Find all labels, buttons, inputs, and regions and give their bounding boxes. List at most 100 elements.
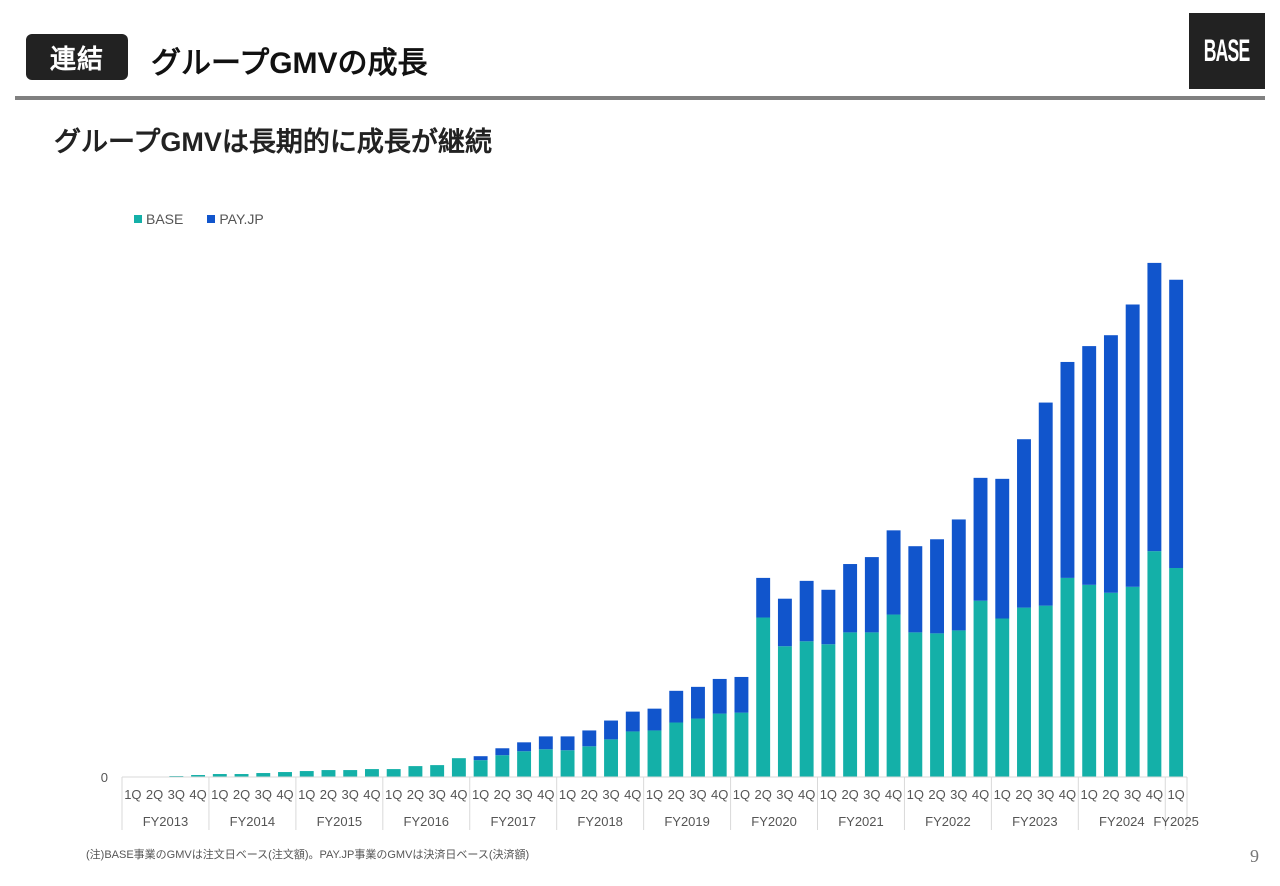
- bar-base: [343, 770, 358, 777]
- x-tick-label-quarter: 2Q: [407, 787, 424, 802]
- x-tick-label-quarter: 1Q: [298, 787, 315, 802]
- bar-base: [364, 769, 379, 777]
- bar-payjp: [756, 577, 771, 618]
- x-tick-label-quarter: 2Q: [928, 787, 945, 802]
- x-tick-label-quarter: 3Q: [1124, 787, 1141, 802]
- x-tick-label-quarter: 1Q: [124, 787, 141, 802]
- bar-payjp: [625, 711, 640, 732]
- logo-text: BASE: [1204, 32, 1251, 69]
- x-tick-label-quarter: 1Q: [907, 787, 924, 802]
- x-tick-label-quarter: 2Q: [755, 787, 772, 802]
- x-tick-label-quarter: 4Q: [711, 787, 728, 802]
- x-tick-label-quarter: 2Q: [494, 787, 511, 802]
- bar-payjp: [734, 676, 749, 713]
- bar-base: [799, 641, 814, 777]
- bar-payjp: [908, 546, 923, 633]
- x-tick-label-quarter: 4Q: [537, 787, 554, 802]
- legend-swatch-payjp: [207, 215, 216, 223]
- x-tick-label-quarter: 3Q: [863, 787, 880, 802]
- x-tick-label-quarter: 3Q: [950, 787, 967, 802]
- bar-payjp: [1038, 402, 1053, 606]
- bar-payjp: [604, 720, 618, 740]
- bar-base: [712, 713, 727, 777]
- x-tick-label-fiscal-year: FY2015: [317, 814, 363, 829]
- bar-base: [321, 770, 336, 777]
- bar-base: [973, 600, 988, 777]
- bar-base: [234, 774, 249, 777]
- bar-base: [1103, 592, 1118, 777]
- bar-base: [1082, 584, 1097, 777]
- bar-base: [1125, 586, 1140, 777]
- bar-base: [1017, 607, 1031, 777]
- x-tick-label-fiscal-year: FY2020: [751, 814, 797, 829]
- bar-base: [1060, 577, 1075, 777]
- bar-base: [386, 769, 401, 777]
- bar-base: [299, 771, 314, 777]
- x-tick-label-quarter: 1Q: [646, 787, 663, 802]
- x-tick-label-fiscal-year: FY2014: [230, 814, 276, 829]
- bar-payjp: [691, 686, 705, 719]
- page-title: グループGMVの成長: [151, 47, 428, 80]
- legend-item-payjp: PAY.JP: [207, 211, 264, 227]
- section-subtitle: グループGMVは長期的に成長が継続: [54, 127, 492, 157]
- x-tick-label-fiscal-year: FY2016: [404, 814, 450, 829]
- base-logo: BASE: [1189, 13, 1265, 89]
- bar-payjp: [669, 690, 684, 723]
- x-tick-label-quarter: 2Q: [581, 787, 598, 802]
- x-tick-label-quarter: 4Q: [276, 787, 293, 802]
- bar-base: [430, 765, 445, 777]
- bar-base: [473, 760, 488, 777]
- bar-base: [1147, 551, 1162, 777]
- bar-base: [1038, 605, 1053, 777]
- bar-payjp: [799, 580, 814, 642]
- x-tick-label-quarter: 4Q: [189, 787, 206, 802]
- bar-base: [256, 773, 271, 777]
- legend-label-payjp: PAY.JP: [219, 211, 264, 227]
- legend-item-base: BASE: [134, 211, 183, 227]
- x-tick-label-quarter: 3Q: [602, 787, 619, 802]
- bar-payjp: [1017, 439, 1031, 608]
- bar-payjp: [973, 477, 988, 601]
- x-tick-label-quarter: 1Q: [472, 787, 489, 802]
- x-tick-label-quarter: 1Q: [211, 787, 228, 802]
- x-tick-label-quarter: 1Q: [820, 787, 837, 802]
- page-number: 9: [1250, 846, 1259, 866]
- bar-base: [408, 766, 423, 777]
- bar-payjp: [647, 708, 662, 731]
- x-tick-label-quarter: 3Q: [1037, 787, 1054, 802]
- bar-payjp: [712, 678, 727, 714]
- x-tick-label-quarter: 2Q: [1102, 787, 1119, 802]
- x-tick-label-quarter: 3Q: [776, 787, 793, 802]
- bar-base: [212, 774, 227, 777]
- x-tick-label-quarter: 4Q: [885, 787, 902, 802]
- x-tick-label-quarter: 4Q: [450, 787, 467, 802]
- bar-payjp: [495, 748, 510, 756]
- legend-swatch-base: [134, 215, 142, 223]
- bar-base: [995, 618, 1010, 777]
- bar-base: [886, 614, 901, 777]
- x-tick-label-quarter: 1Q: [1167, 787, 1184, 802]
- bar-payjp: [951, 519, 966, 631]
- x-tick-label-fiscal-year: FY2025: [1153, 814, 1199, 829]
- bar-base: [495, 755, 510, 777]
- bar-payjp: [777, 598, 792, 647]
- x-tick-label-quarter: 3Q: [515, 787, 532, 802]
- bar-payjp: [1103, 335, 1118, 593]
- bar-payjp: [473, 756, 488, 761]
- legend-label-base: BASE: [146, 211, 184, 227]
- x-tick-label-quarter: 4Q: [624, 787, 641, 802]
- x-tick-label-quarter: 2Q: [146, 787, 163, 802]
- bar-base: [625, 731, 640, 777]
- x-tick-label-fiscal-year: FY2019: [664, 814, 710, 829]
- bar-base: [691, 718, 705, 777]
- bar-payjp: [517, 742, 532, 752]
- bar-base: [647, 730, 662, 777]
- bar-base: [560, 750, 575, 777]
- bar-base: [669, 722, 684, 777]
- x-tick-label-fiscal-year: FY2018: [577, 814, 623, 829]
- bar-payjp: [1060, 361, 1075, 578]
- x-tick-label-quarter: 1Q: [733, 787, 750, 802]
- footnote: (注)BASE事業のGMVは注文日ベース(注文額)。PAY.JP事業のGMVは決…: [86, 849, 530, 861]
- bar-payjp: [886, 530, 901, 615]
- x-tick-label-quarter: 4Q: [363, 787, 380, 802]
